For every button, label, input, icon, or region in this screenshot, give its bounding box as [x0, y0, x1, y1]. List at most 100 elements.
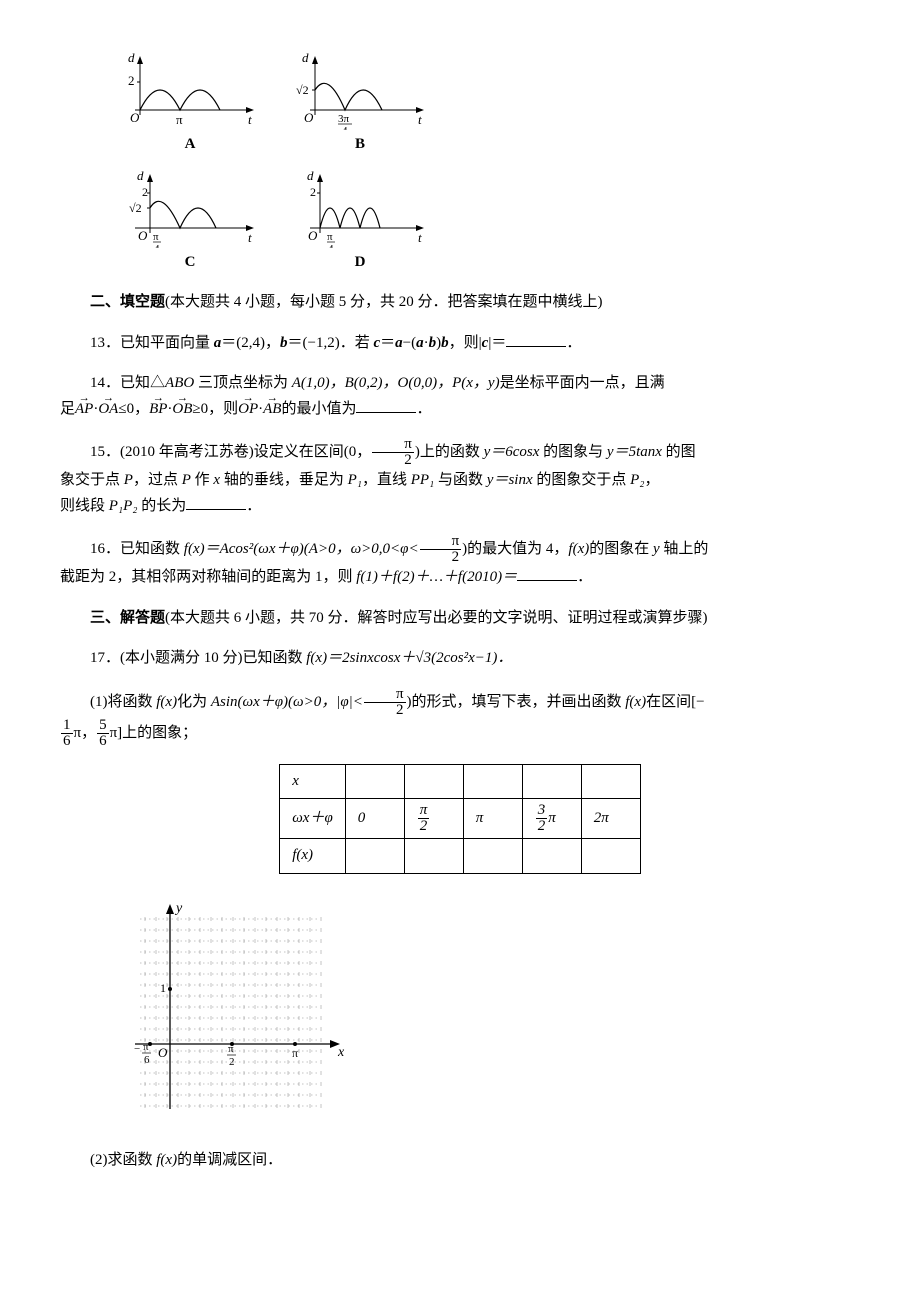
- section3-title: 三、解答题: [90, 610, 165, 626]
- q17-num: 17．: [90, 650, 120, 666]
- svg-text:−: −: [134, 1043, 140, 1055]
- table-r1-h: x: [280, 764, 346, 799]
- graph-C-label: C: [120, 250, 260, 276]
- q15-l3: 则线段 P₁P₂ 的长为．: [60, 494, 860, 520]
- q15-l2f: 与函数: [434, 472, 487, 488]
- svg-text:t: t: [418, 112, 422, 127]
- svg-text:d: d: [128, 50, 135, 65]
- svg-text:y: y: [174, 901, 183, 916]
- q14-tail: 的最小值为: [281, 401, 356, 417]
- svg-text:O: O: [158, 1045, 168, 1060]
- table-r3-h: f(x): [280, 839, 346, 874]
- q17-grid: y x O 1 − π 6 π 2 π: [120, 894, 860, 1134]
- q13-a2: a: [395, 335, 403, 351]
- table-r2-c5: 2π: [581, 799, 640, 839]
- svg-text:t: t: [248, 230, 252, 245]
- q16-l2a: 截距为 2，其相邻两对称轴间的距离为 1，则: [60, 569, 356, 585]
- q15-p1: P₁: [348, 472, 362, 488]
- grid-svg: y x O 1 − π 6 π 2 π: [120, 894, 350, 1124]
- svg-text:2: 2: [128, 73, 135, 88]
- q13-minus: −(: [403, 335, 416, 351]
- section3-desc: (本大题共 6 小题，共 70 分．解答时应写出必要的文字说明、证明过程或演算步…: [165, 610, 708, 626]
- table-r1-c3: [463, 764, 522, 799]
- q17-fx: f(x)＝2sinxcosx＋√3(2cos²x−1)．: [306, 650, 512, 666]
- q13-b: b: [280, 335, 288, 351]
- svg-text:π: π: [292, 1046, 298, 1060]
- q15-p2: P: [182, 472, 191, 488]
- q15-l2b: ，过点: [133, 472, 182, 488]
- q13-b-val: ＝(−1,2)．若: [288, 335, 374, 351]
- q15-frac: π2: [372, 437, 414, 468]
- q15-l3b: 的长为: [138, 498, 187, 514]
- graph-D-svg: d 2 O π 4 t: [290, 168, 430, 248]
- q17-p2: (2)求函数 f(x)的单调减区间．: [60, 1148, 860, 1174]
- q13-eq: ＝: [380, 335, 395, 351]
- graph-B-svg: d √2 O 3π 4 t: [290, 50, 430, 130]
- q17-fxl: f(x): [156, 693, 177, 709]
- graph-A-label: A: [120, 132, 260, 158]
- graph-A: d 2 O π t A: [120, 50, 260, 158]
- graph-B: d √2 O 3π 4 t B: [290, 50, 430, 158]
- table-r2-c2: π2: [404, 799, 463, 839]
- q17-table: x ωx＋φ 0 π2 π 32π 2π f(x): [279, 764, 641, 874]
- q15-src: (2010 年高考江苏卷): [120, 444, 254, 460]
- q14-bp: BP: [149, 397, 167, 423]
- q17-pi1: π，: [74, 724, 97, 740]
- graph-A-svg: d 2 O π t: [120, 50, 260, 130]
- section2-head: 二、填空题(本大题共 4 小题，每小题 5 分，共 20 分．把答案填在题中横线…: [60, 290, 860, 316]
- q14-ap: AP: [75, 397, 93, 423]
- section2-title: 二、填空题: [90, 294, 165, 310]
- svg-text:π: π: [176, 112, 183, 127]
- q14-op: OP: [238, 397, 258, 423]
- q15-t1: 设定义在区间(0，: [254, 444, 372, 460]
- svg-text:d: d: [307, 168, 314, 183]
- q17-pi2: π]上的图象；: [110, 724, 198, 740]
- table-r2-h: ωx＋φ: [280, 799, 346, 839]
- graph-C-svg: d 2 √2 O π 4 t: [120, 168, 260, 248]
- q16-l2: 截距为 2，其相邻两对称轴间的距离为 1，则 f(1)＋f(2)＋…＋f(201…: [60, 565, 860, 591]
- q14-le: ≤0，: [118, 401, 149, 417]
- q17-p1-l2: 16π，56π]上的图象；: [60, 718, 860, 749]
- section3-head: 三、解答题(本大题共 6 小题，共 70 分．解答时应写出必要的文字说明、证明过…: [60, 606, 860, 632]
- q16-l1: 16．已知函数 f(x)＝Acos²(ωx＋φ)(A>0，ω>0,0<φ<π2)…: [60, 534, 860, 565]
- q15-t3: 的图象与: [539, 444, 607, 460]
- q15-pp: PP₁: [411, 472, 435, 488]
- svg-text:d: d: [137, 168, 144, 183]
- q14-ge: ≥0，则: [192, 401, 238, 417]
- q17-p1c: )的形式，填写下表，并画出函数: [407, 693, 626, 709]
- q16-t2: )的最大值为 4，: [462, 541, 568, 557]
- q13: 13．已知平面向量 a＝(2,4)，b＝(−1,2)．若 c＝a−(a·b)b，…: [60, 331, 860, 357]
- q14-l2: 足AP·OA≤0，BP·OB≥0，则OP·AB的最小值为．: [60, 397, 860, 423]
- q14-blank: [356, 397, 416, 413]
- q17-fxl3: f(x): [156, 1152, 177, 1168]
- table-r1-c2: [404, 764, 463, 799]
- q13-t-a: 已知平面向量: [120, 335, 214, 351]
- svg-text:O: O: [308, 228, 318, 243]
- svg-text:t: t: [248, 112, 252, 127]
- q14-l1c: 是坐标平面内一点，且满: [500, 375, 665, 391]
- q15-p22: P₂: [630, 472, 644, 488]
- q17-p1d: 在区间[−: [646, 693, 704, 709]
- q16-y: y: [653, 541, 660, 557]
- q15-seg: P₁P₂: [109, 498, 138, 514]
- q17-p1a: (1)将函数: [90, 693, 156, 709]
- table-r3-c4: [522, 839, 581, 874]
- svg-text:O: O: [130, 110, 140, 125]
- q15-f3: y＝sinx: [487, 472, 533, 488]
- q13-a3: a: [416, 335, 424, 351]
- table-r1-c5: [581, 764, 640, 799]
- q16-t4: 轴上的: [660, 541, 709, 557]
- q14-ob: OB: [172, 397, 192, 423]
- graph-row-1: d 2 O π t A d √2 O 3π 4 t B: [120, 50, 860, 158]
- graph-row-2: d 2 √2 O π 4 t C d 2 O π 4 t D: [120, 168, 860, 276]
- table-r1-c1: [345, 764, 404, 799]
- svg-text:3π: 3π: [338, 113, 350, 125]
- q14-pts: A(1,0)，B(0,2)，O(0,0)，P(x，y): [292, 375, 500, 391]
- q17-head: 17．(本小题满分 10 分)已知函数 f(x)＝2sinxcosx＋√3(2c…: [60, 646, 860, 672]
- graph-C: d 2 √2 O π 4 t C: [120, 168, 260, 276]
- q15-t2: )上的函数: [415, 444, 484, 460]
- svg-text:2: 2: [229, 1056, 235, 1068]
- q15-l3a: 则线段: [60, 498, 109, 514]
- graph-D: d 2 O π 4 t D: [290, 168, 430, 276]
- q15-l2a: 象交于点: [60, 472, 124, 488]
